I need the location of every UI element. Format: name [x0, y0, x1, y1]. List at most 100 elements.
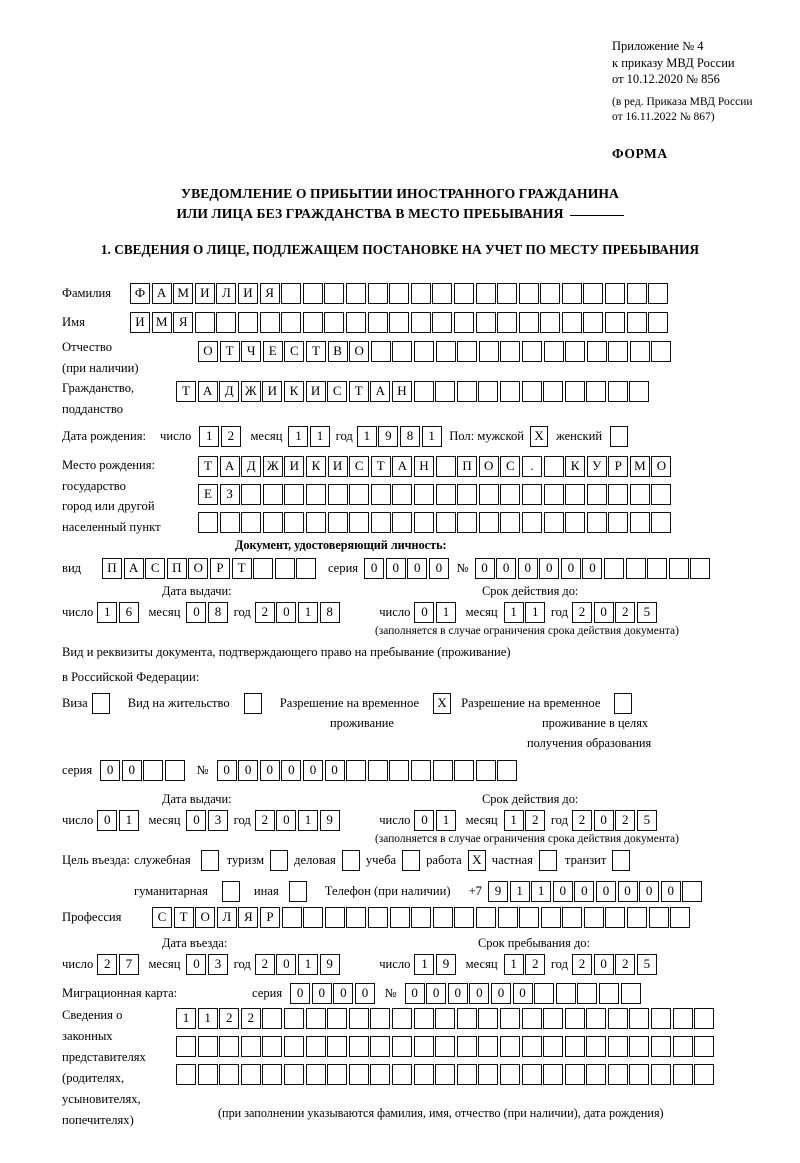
char-cell[interactable]: П: [102, 558, 122, 579]
char-cell[interactable]: [303, 907, 324, 928]
char-cell[interactable]: [627, 907, 648, 928]
char-cell[interactable]: Н: [413, 456, 434, 477]
char-cell[interactable]: .: [521, 456, 542, 477]
char-cell[interactable]: [302, 283, 323, 304]
char-cell[interactable]: [607, 381, 628, 402]
char-cell[interactable]: 2: [97, 954, 118, 975]
char-cell[interactable]: [625, 558, 646, 579]
char-cell[interactable]: 2: [572, 810, 593, 831]
char-cell[interactable]: Ж: [262, 456, 283, 477]
char-cell[interactable]: 0: [354, 983, 375, 1004]
char-cell[interactable]: [164, 760, 185, 781]
char-cell[interactable]: С: [145, 558, 166, 579]
char-cell[interactable]: А: [123, 558, 144, 579]
char-cell[interactable]: О: [195, 907, 216, 928]
char-cell[interactable]: 0: [97, 810, 118, 831]
char-cell[interactable]: [219, 512, 240, 533]
char-cell[interactable]: 1: [525, 602, 546, 623]
char-cell[interactable]: [604, 558, 625, 579]
purpose-tourism-checkbox[interactable]: [270, 850, 289, 871]
char-cell[interactable]: С: [284, 341, 305, 362]
char-cell[interactable]: [586, 341, 607, 362]
char-cell[interactable]: [607, 1008, 628, 1029]
char-cell[interactable]: [518, 312, 539, 333]
char-cell[interactable]: Р: [209, 558, 230, 579]
char-cell[interactable]: [410, 312, 431, 333]
char-cell[interactable]: [281, 907, 302, 928]
char-cell[interactable]: [262, 484, 283, 505]
char-cell[interactable]: Л: [216, 283, 237, 304]
char-cell[interactable]: [432, 907, 453, 928]
char-cell[interactable]: [651, 341, 672, 362]
char-cell[interactable]: И: [262, 381, 283, 402]
char-cell[interactable]: И: [305, 381, 326, 402]
char-cell[interactable]: [478, 1036, 499, 1057]
char-cell[interactable]: [608, 341, 629, 362]
char-cell[interactable]: 0: [238, 760, 259, 781]
char-cell[interactable]: Р: [608, 456, 629, 477]
char-cell[interactable]: С: [500, 456, 521, 477]
char-cell[interactable]: [475, 283, 496, 304]
char-cell[interactable]: [143, 760, 164, 781]
char-cell[interactable]: [521, 381, 542, 402]
char-cell[interactable]: [629, 1008, 650, 1029]
char-cell[interactable]: 0: [496, 558, 517, 579]
char-cell[interactable]: [518, 283, 539, 304]
char-cell[interactable]: [475, 760, 496, 781]
char-cell[interactable]: С: [349, 456, 370, 477]
char-cell[interactable]: [607, 1036, 628, 1057]
char-cell[interactable]: [478, 1064, 499, 1085]
char-cell[interactable]: [540, 283, 561, 304]
char-cell[interactable]: К: [305, 456, 326, 477]
char-cell[interactable]: А: [370, 381, 391, 402]
char-cell[interactable]: [432, 283, 453, 304]
char-cell[interactable]: 1: [436, 810, 457, 831]
char-cell[interactable]: [497, 283, 518, 304]
char-cell[interactable]: Ч: [241, 341, 262, 362]
char-cell[interactable]: [219, 1036, 240, 1057]
char-cell[interactable]: [626, 312, 647, 333]
char-cell[interactable]: [499, 1008, 520, 1029]
sex-female-checkbox[interactable]: [610, 426, 629, 447]
char-cell[interactable]: И: [194, 283, 215, 304]
char-cell[interactable]: [367, 283, 388, 304]
char-cell[interactable]: [349, 484, 370, 505]
char-cell[interactable]: [348, 1064, 369, 1085]
char-cell[interactable]: [583, 283, 604, 304]
char-cell[interactable]: Т: [370, 456, 391, 477]
char-cell[interactable]: [435, 341, 456, 362]
char-cell[interactable]: [565, 341, 586, 362]
char-cell[interactable]: 8: [208, 602, 229, 623]
char-cell[interactable]: 2: [254, 954, 275, 975]
char-cell[interactable]: [305, 1008, 326, 1029]
char-cell[interactable]: 0: [276, 602, 297, 623]
char-cell[interactable]: 2: [220, 426, 241, 447]
char-cell[interactable]: 1: [97, 602, 118, 623]
char-cell[interactable]: О: [478, 456, 499, 477]
char-cell[interactable]: [457, 512, 478, 533]
char-cell[interactable]: 0: [593, 954, 614, 975]
char-cell[interactable]: А: [151, 283, 172, 304]
char-cell[interactable]: [370, 341, 391, 362]
char-cell[interactable]: [413, 381, 434, 402]
char-cell[interactable]: [670, 907, 691, 928]
char-cell[interactable]: 0: [469, 983, 490, 1004]
char-cell[interactable]: Д: [219, 381, 240, 402]
char-cell[interactable]: М: [173, 283, 194, 304]
char-cell[interactable]: [540, 312, 561, 333]
char-cell[interactable]: К: [565, 456, 586, 477]
char-cell[interactable]: 2: [254, 810, 275, 831]
char-cell[interactable]: И: [237, 283, 258, 304]
char-cell[interactable]: [453, 312, 474, 333]
char-cell[interactable]: 3: [208, 954, 229, 975]
char-cell[interactable]: [432, 312, 453, 333]
temp-residence-checkbox[interactable]: X: [433, 693, 452, 714]
char-cell[interactable]: 1: [197, 1008, 218, 1029]
char-cell[interactable]: Е: [198, 484, 218, 505]
char-cell[interactable]: [391, 1008, 412, 1029]
char-cell[interactable]: И: [327, 456, 348, 477]
char-cell[interactable]: [682, 881, 703, 902]
char-cell[interactable]: 0: [290, 983, 311, 1004]
